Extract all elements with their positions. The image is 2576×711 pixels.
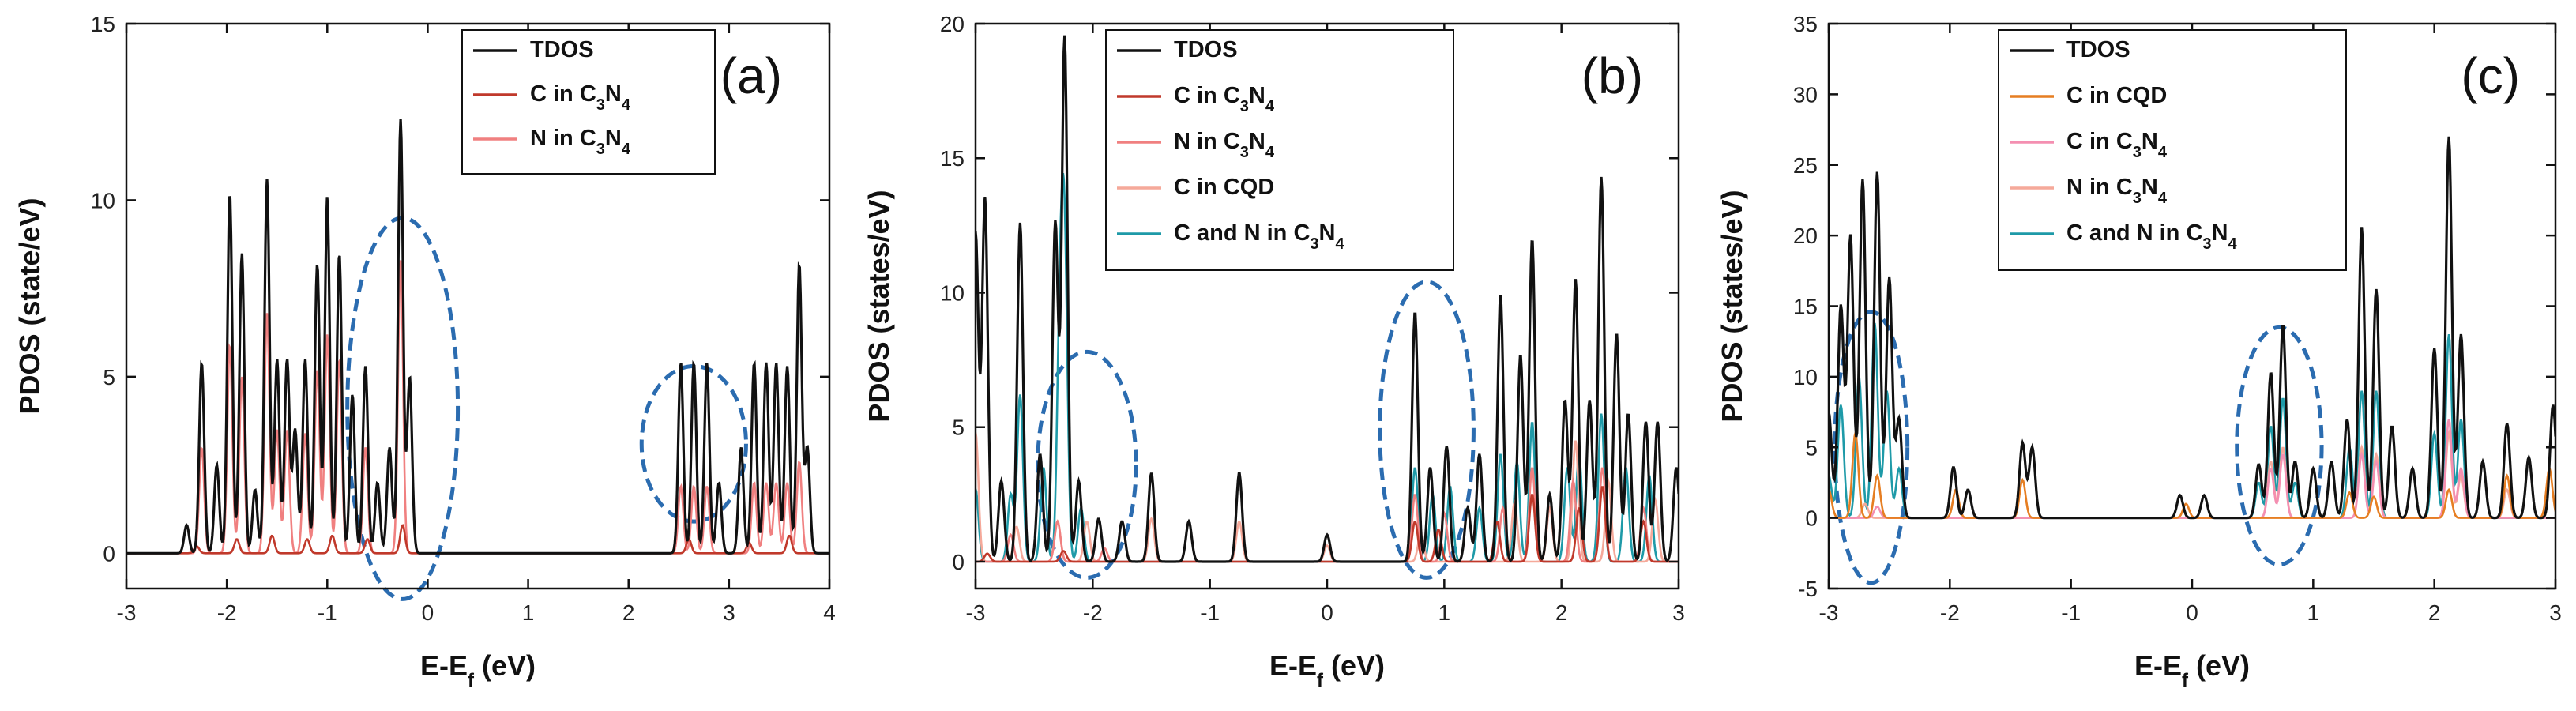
x-tick-label: 3	[723, 600, 735, 625]
x-tick-label: 0	[2186, 600, 2198, 625]
panel-label: (a)	[720, 47, 782, 104]
series-line-c-and-n-in-c3n4	[1829, 322, 2555, 519]
legend: TDOS C in CQD C in C3N4 N in C3N4 C and N in…	[1998, 29, 2347, 271]
y-tick-label: 5	[952, 416, 965, 440]
legend-entry: N in C3N4	[530, 126, 631, 158]
y-axis-label: PDOS (states/eV)	[1716, 190, 1748, 422]
y-tick-label: 20	[1793, 224, 1818, 248]
legend-entry: N in C3N4	[1174, 129, 1275, 161]
highlight-ellipse-2	[639, 363, 748, 524]
x-tick-label: 3	[2549, 600, 2562, 625]
y-tick-label: 15	[1793, 295, 1818, 319]
series-line-c-in-cqd	[1829, 429, 2555, 519]
chart-panel-1: -3 -2 -1 0 1 2 3 4 0 5 10 15 E-Ef (eV) PDOS (state/eV…	[13, 12, 836, 691]
plot-frame	[125, 22, 831, 590]
x-tick-label: 2	[2428, 600, 2441, 625]
legend: TDOS C in C3N4 N in C3N4	[461, 29, 716, 175]
x-axis-label: E-Ef (eV)	[420, 649, 536, 691]
legend-entry: C in CQD	[1174, 175, 1274, 200]
x-tick-label: -2	[1083, 600, 1103, 625]
y-tick-label: 15	[91, 12, 115, 36]
y-tick-label: 0	[1805, 506, 1818, 531]
legend-entry: C in C3N4	[2066, 129, 2168, 161]
y-tick-label: 10	[91, 188, 115, 213]
legend-entry: N in C3N4	[2066, 175, 2168, 207]
x-axis-label: E-Ef (eV)	[2134, 649, 2250, 691]
legend-entry: C in C3N4	[1174, 83, 1275, 115]
y-tick-label: 5	[103, 365, 115, 389]
legend-entry: C in C3N4	[530, 81, 631, 114]
y-tick-label: 0	[103, 541, 115, 566]
legend-entry: C in CQD	[2066, 83, 2167, 108]
y-tick-label: 35	[1793, 12, 1818, 36]
x-axis-label: E-Ef (eV)	[1269, 649, 1385, 691]
y-axis-label: PDOS (states/eV)	[863, 190, 895, 422]
y-tick-label: 25	[1793, 153, 1818, 178]
x-tick-label: 1	[522, 600, 535, 625]
legend-entry: C and N in C3N4	[1174, 220, 1344, 253]
x-tick-label: -1	[1200, 600, 1220, 625]
x-tick-label: 2	[622, 600, 635, 625]
x-tick-label: 1	[2307, 600, 2320, 625]
x-tick-label: -3	[117, 600, 137, 625]
series-line-c-in-c3n4	[976, 486, 1679, 563]
legend-entry: TDOS	[2066, 37, 2130, 62]
y-tick-label: 30	[1793, 82, 1818, 107]
legend-entry: TDOS	[1174, 37, 1238, 62]
x-tick-label: -3	[966, 600, 986, 625]
x-tick-label: -2	[1940, 600, 1960, 625]
panel-label: (b)	[1581, 47, 1643, 104]
x-tick-label: 0	[422, 600, 434, 625]
legend-entry: TDOS	[530, 37, 594, 62]
legend-entry: C and N in C3N4	[2066, 220, 2237, 253]
x-tick-label: 1	[1438, 600, 1451, 625]
chart-panel-3: -3 -2 -1 0 1 2 3 -5 0 5 10 15 20 25 30 35 E-Ef (eV) PDOS …	[1716, 12, 2562, 691]
x-tick-label: 3	[1672, 600, 1685, 625]
x-tick-label: -3	[1819, 600, 1839, 625]
series-line-tdos	[1829, 136, 2555, 520]
panel-label: (c)	[2461, 47, 2520, 104]
x-tick-label: 4	[823, 600, 836, 625]
x-tick-label: 2	[1555, 600, 1568, 625]
highlight-ellipse-1	[1833, 310, 1910, 585]
y-tick-label: 10	[1793, 365, 1818, 389]
series-line-tdos	[126, 118, 829, 555]
highlight-ellipse-2	[2235, 325, 2324, 567]
chart-panel-2: -3 -2 -1 0 1 2 3 0 5 10 15 20 E-Ef (eV) PDOS (states/…	[863, 12, 1685, 691]
x-tick-label: -1	[2061, 600, 2081, 625]
x-tick-label: -2	[217, 600, 237, 625]
y-tick-label: -5	[1798, 577, 1818, 601]
highlight-ellipse-2	[1378, 280, 1476, 580]
y-axis-label: PDOS (state/eV)	[13, 198, 46, 414]
series-line-tdos	[976, 35, 1679, 563]
y-tick-label: 5	[1805, 435, 1818, 460]
x-tick-label: -1	[318, 600, 337, 625]
y-tick-label: 0	[952, 550, 965, 574]
y-tick-label: 20	[940, 12, 965, 36]
legend: TDOS C in C3N4 N in C3N4 C in CQD C and N in…	[1105, 29, 1454, 271]
y-tick-label: 15	[940, 146, 965, 171]
y-tick-label: 10	[940, 280, 965, 305]
x-tick-label: 0	[1321, 600, 1333, 625]
